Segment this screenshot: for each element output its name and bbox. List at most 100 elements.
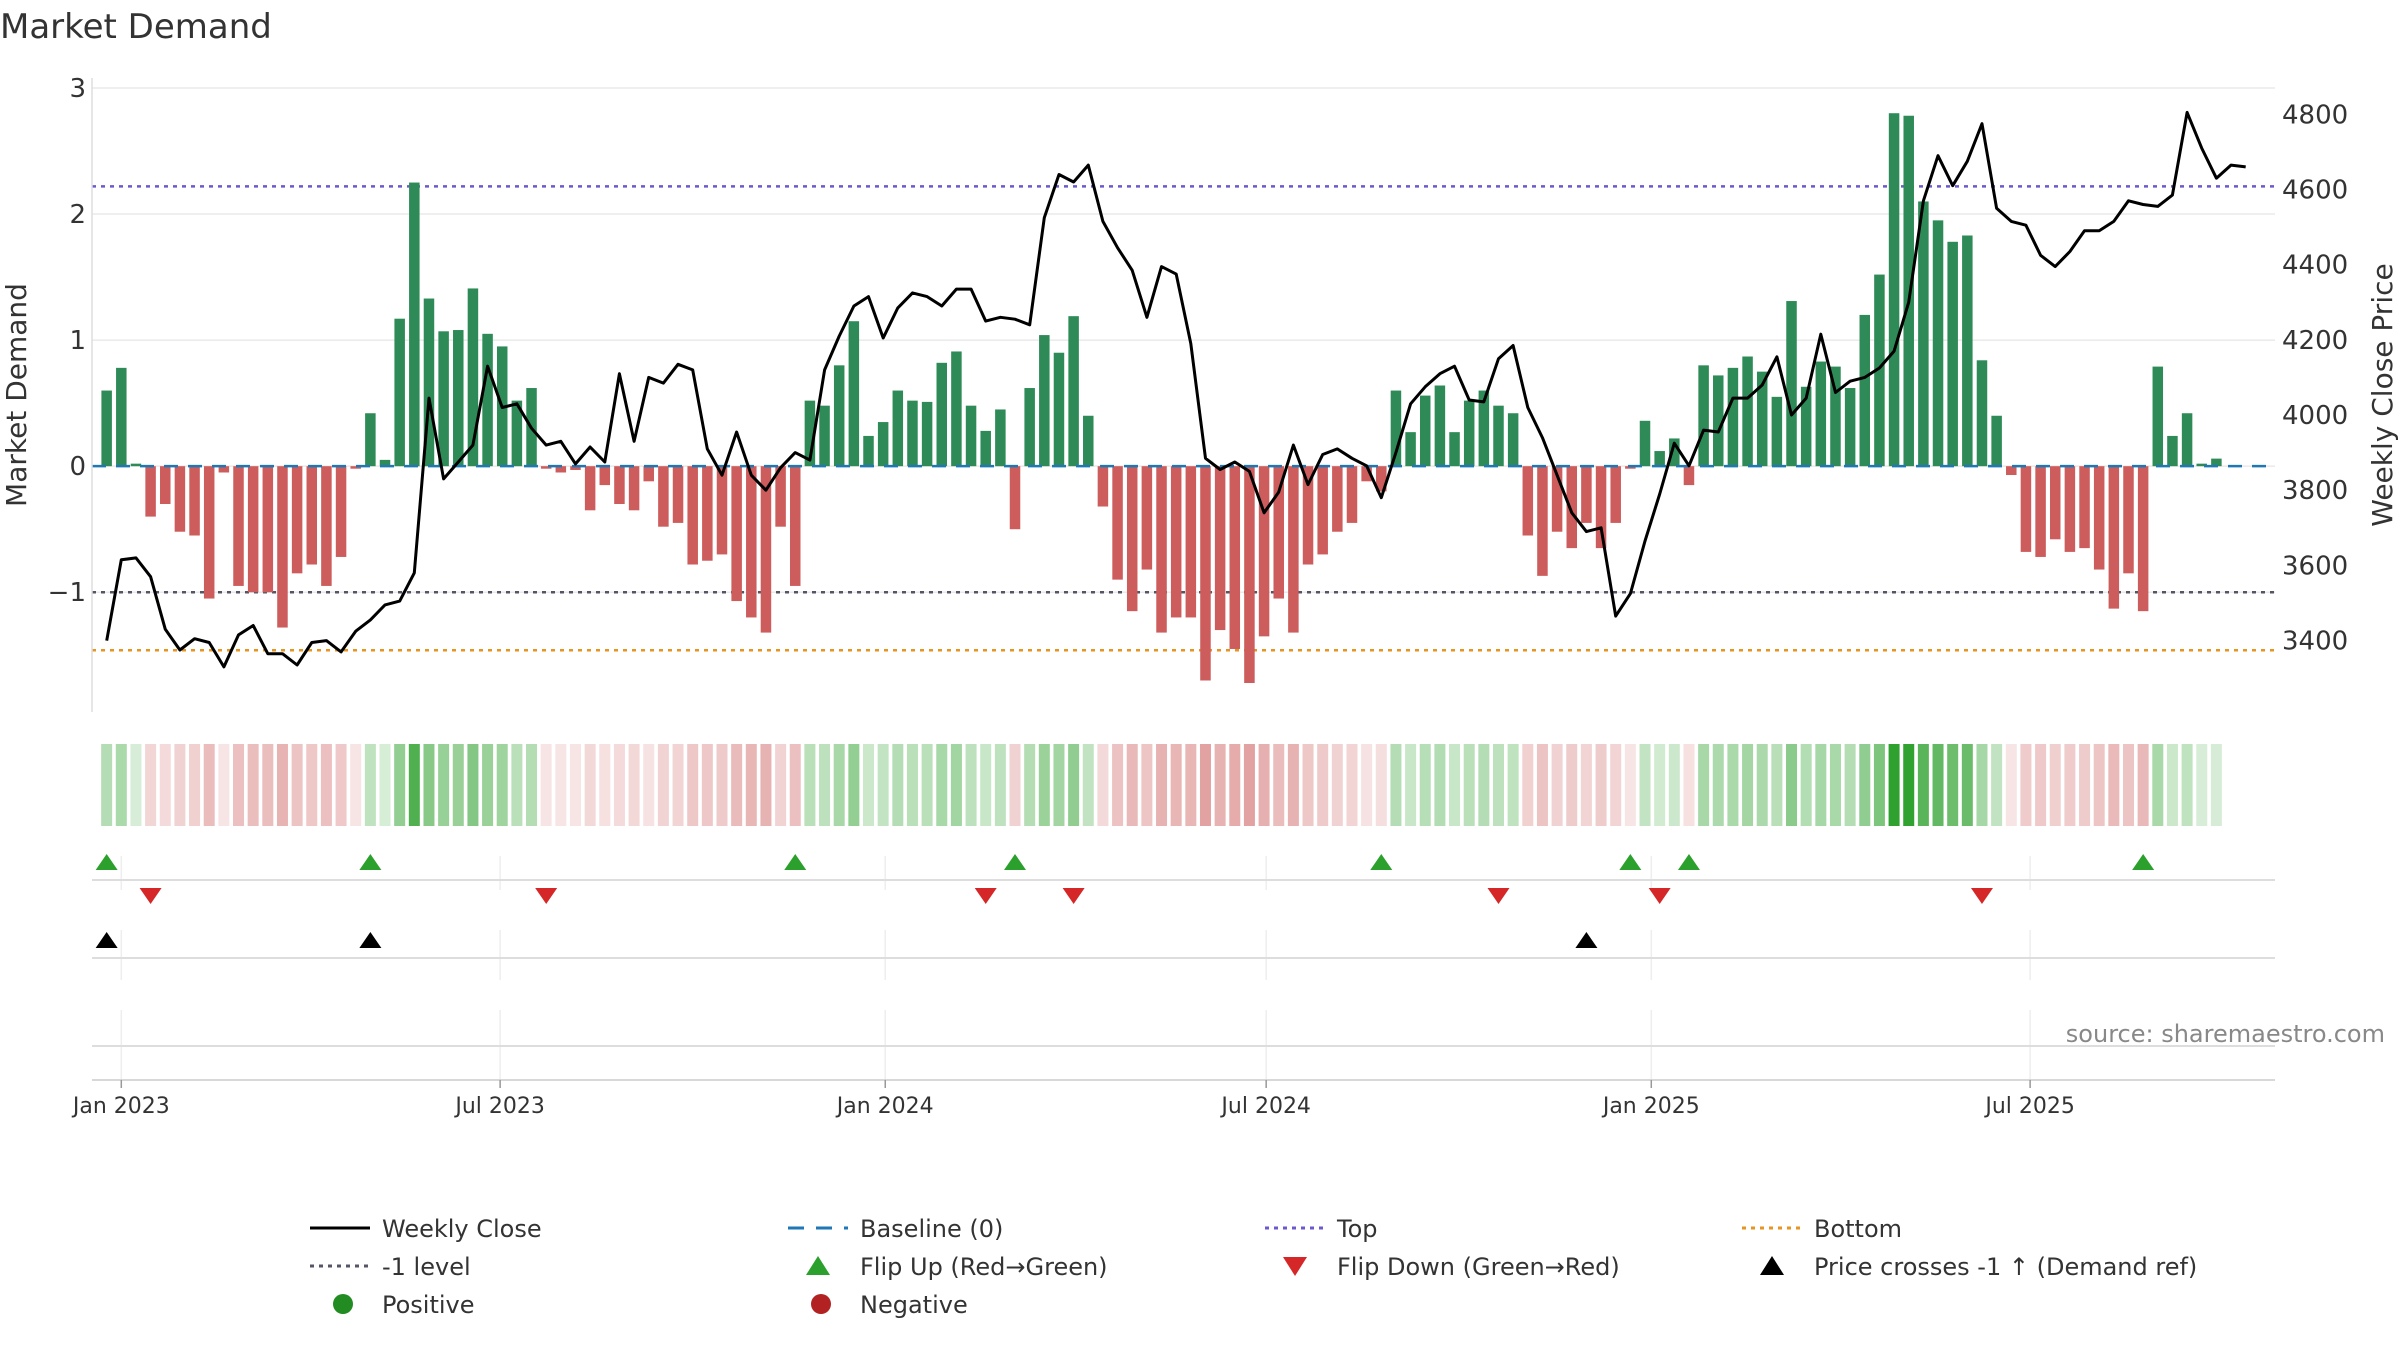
demand-bar: [203, 466, 215, 599]
y-left-tick-label: 1: [69, 326, 86, 356]
demand-bar: [2211, 458, 2222, 467]
heat-strip-cell: [1917, 744, 1929, 826]
heat-strip-cell: [452, 744, 464, 826]
heat-strip-cell: [1698, 744, 1710, 826]
demand-bar: [658, 466, 669, 527]
demand-bar: [716, 466, 728, 555]
demand-bar: [409, 182, 420, 467]
demand-bar: [1537, 466, 1548, 576]
heat-strip-cell: [643, 744, 655, 826]
heat-strip-cell: [1507, 744, 1519, 826]
heat-strip-cell: [262, 744, 274, 826]
flip-down-marker: [1062, 888, 1085, 904]
heat-strip-cell: [1375, 744, 1387, 826]
demand-bar: [1302, 466, 1314, 565]
heat-strip-cell: [1844, 744, 1856, 826]
demand-bar: [1859, 314, 1871, 467]
heat-strip-cell: [657, 744, 669, 826]
demand-bar: [995, 409, 1006, 467]
y-right-tick-label: 4800: [2282, 100, 2348, 130]
heat-strip-cell: [569, 744, 581, 826]
demand-bar: [892, 390, 904, 467]
heat-strip-cell: [1463, 744, 1475, 826]
heat-strip-cell: [2196, 744, 2208, 826]
demand-bar: [1141, 466, 1153, 570]
heat-strip-cell: [1258, 744, 1270, 826]
heat-strip-cell: [1961, 744, 1973, 826]
demand-bar: [863, 435, 874, 467]
demand-bar: [1463, 400, 1475, 467]
heat-strip-cell: [1991, 744, 2003, 826]
heat-strip-cell: [672, 744, 684, 826]
heat-strip-cell: [350, 744, 362, 826]
heat-strip-cell: [1873, 744, 1885, 826]
heat-strip-cell: [1112, 744, 1124, 826]
heat-strip-cell: [1229, 744, 1241, 826]
legend-swatch-triangle-down: [1283, 1257, 1307, 1276]
demand-bar: [335, 466, 347, 557]
heat-strip-cell: [203, 744, 215, 826]
legend-label: Top: [1336, 1215, 1378, 1243]
heat-strip-cell: [2049, 744, 2061, 826]
heat-strip-cell: [628, 744, 640, 826]
heat-strip-cell: [276, 744, 288, 826]
heat-strip-cell: [467, 744, 479, 826]
heat-strip-cell: [1317, 744, 1329, 826]
demand-bar: [1053, 352, 1065, 467]
demand-bar: [702, 466, 713, 561]
heat-strip-cell: [1566, 744, 1578, 826]
demand-bar: [570, 466, 581, 470]
heat-strip-cell: [1214, 744, 1226, 826]
heat-strip-cell: [218, 744, 230, 826]
legend-label: Price crosses -1 ↑ (Demand ref): [1814, 1253, 2197, 1281]
demand-bar: [877, 422, 889, 467]
demand-bar: [1229, 466, 1241, 649]
heat-strip-cell: [364, 744, 376, 826]
demand-bar: [1288, 466, 1299, 633]
demand-bar: [1669, 438, 1680, 467]
heat-strip-cell: [1170, 744, 1182, 826]
y-left-tick-label: 3: [69, 74, 86, 104]
demand-bar: [965, 405, 977, 467]
heat-strip-cell: [1156, 744, 1168, 826]
flip-down-marker: [1487, 888, 1510, 904]
heat-strip-cell: [1610, 744, 1622, 826]
heat-strip-cell: [540, 744, 552, 826]
demand-bar: [1698, 365, 1709, 467]
demand-bar: [1976, 360, 1988, 467]
heat-strip-cell: [1580, 744, 1592, 826]
demand-bar: [116, 367, 127, 467]
demand-bar: [233, 466, 244, 586]
demand-bar: [1009, 466, 1021, 530]
demand-bar: [1185, 466, 1197, 618]
demand-bar: [1581, 466, 1592, 523]
demand-bar: [1214, 466, 1226, 631]
heat-strip-cell: [379, 744, 391, 826]
heat-strip-cell: [2166, 744, 2178, 826]
heat-strip-cell: [1331, 744, 1343, 826]
demand-bar: [511, 400, 523, 467]
heat-strip-cell: [408, 744, 420, 826]
heat-strip-cell: [1053, 744, 1065, 826]
heat-strip-cell: [1800, 744, 1812, 826]
demand-bar: [1493, 405, 1504, 467]
heat-strip-cell: [1126, 744, 1138, 826]
axes: 3 2 1 0 −1 4800 4600 4400 4200 4000 3800 3600 3400: [48, 74, 2348, 712]
demand-bar: [394, 318, 405, 467]
heat-strip-cell: [936, 744, 948, 826]
heat-strip-cell: [174, 744, 186, 826]
demand-bar: [423, 298, 435, 467]
flip-down-marker: [139, 888, 162, 904]
heat-strip-cell: [1405, 744, 1417, 826]
heat-strip-cell: [819, 744, 831, 826]
heat-strip-cell: [233, 744, 245, 826]
demand-bar: [306, 466, 318, 565]
demand-bar: [467, 288, 479, 467]
demand-bar: [921, 401, 933, 467]
demand-bar: [951, 351, 962, 467]
flip-up-marker: [359, 854, 382, 870]
demand-bar: [262, 466, 274, 593]
demand-bar: [2049, 466, 2061, 540]
demand-bar: [2152, 366, 2164, 467]
